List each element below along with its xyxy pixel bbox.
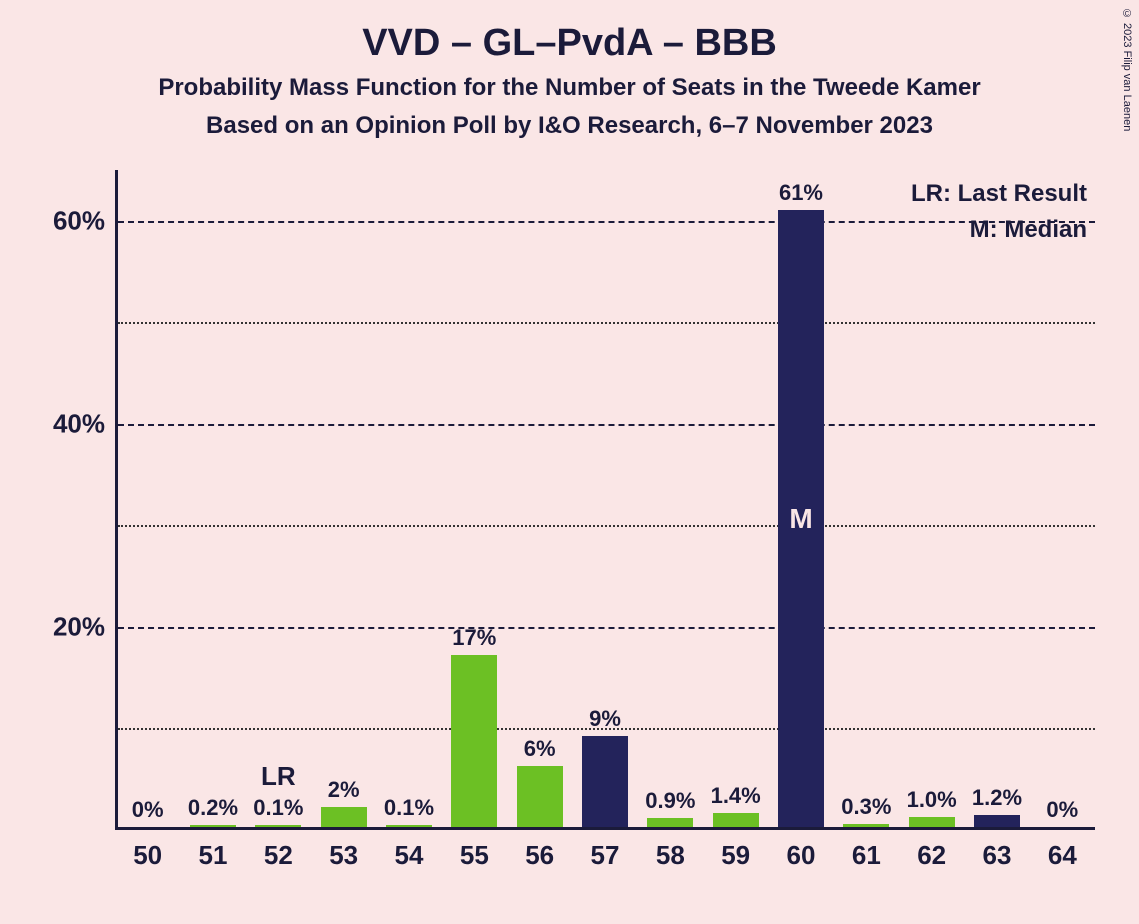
bar: 1.4% — [713, 813, 759, 827]
bar: 17% — [451, 655, 497, 827]
bar-value-label: 1.0% — [907, 787, 957, 813]
bar-value-label: 0.3% — [841, 794, 891, 820]
bar-value-label: 2% — [328, 777, 360, 803]
x-axis-label: 62 — [917, 840, 946, 871]
bar-value-label: 0.2% — [188, 795, 238, 821]
bar-value-label: 0% — [1046, 797, 1078, 823]
bar: 0.3% — [843, 824, 889, 827]
bar-value-label: 0% — [132, 797, 164, 823]
bar: 61%M — [778, 210, 824, 827]
x-axis-label: 64 — [1048, 840, 1077, 871]
gridline-major — [118, 221, 1095, 223]
legend-last-result: LR: Last Result — [911, 180, 1087, 208]
x-axis-label: 52 — [264, 840, 293, 871]
x-axis-label: 54 — [395, 840, 424, 871]
chart-subtitle-1: Probability Mass Function for the Number… — [0, 74, 1139, 102]
bar: 9% — [582, 736, 628, 827]
gridline-minor — [118, 525, 1095, 527]
gridline-major — [118, 424, 1095, 426]
bar-value-label: 1.4% — [711, 783, 761, 809]
bar: 0.1% — [255, 825, 301, 827]
gridline-minor — [118, 322, 1095, 324]
x-axis-label: 61 — [852, 840, 881, 871]
bar-value-label: 9% — [589, 706, 621, 732]
x-axis-label: 63 — [983, 840, 1012, 871]
bar-chart: LR: Last Result M: Median 20%40%60%500%5… — [115, 170, 1095, 830]
bar: 1.2% — [974, 815, 1020, 827]
y-axis-label: 60% — [53, 205, 105, 236]
bar-value-label: 6% — [524, 736, 556, 762]
y-axis-label: 20% — [53, 611, 105, 642]
bar-value-label: 1.2% — [972, 785, 1022, 811]
x-axis-label: 50 — [133, 840, 162, 871]
bar-value-label: 0.1% — [253, 795, 303, 821]
bar-value-label: 0.1% — [384, 795, 434, 821]
x-axis — [115, 827, 1095, 830]
x-axis-label: 53 — [329, 840, 358, 871]
y-axis — [115, 170, 118, 830]
x-axis-label: 57 — [591, 840, 620, 871]
gridline-major — [118, 627, 1095, 629]
x-axis-label: 60 — [787, 840, 816, 871]
x-axis-label: 56 — [525, 840, 554, 871]
bar: 0.1% — [386, 825, 432, 827]
x-axis-label: 55 — [460, 840, 489, 871]
copyright: © 2023 Filip van Laenen — [1121, 8, 1133, 131]
last-result-marker: LR — [261, 761, 296, 792]
bar: 1.0% — [909, 817, 955, 827]
chart-title: VVD – GL–PvdA – BBB — [0, 22, 1139, 65]
median-marker: M — [789, 503, 812, 535]
bar: 2% — [321, 807, 367, 827]
x-axis-label: 59 — [721, 840, 750, 871]
x-axis-label: 58 — [656, 840, 685, 871]
bar-value-label: 61% — [779, 180, 823, 206]
y-axis-label: 40% — [53, 408, 105, 439]
bar-value-label: 0.9% — [645, 788, 695, 814]
bar: 0.9% — [647, 818, 693, 827]
bar: 0.2% — [190, 825, 236, 827]
bar-value-label: 17% — [452, 625, 496, 651]
x-axis-label: 51 — [199, 840, 228, 871]
bar: 6% — [517, 766, 563, 827]
chart-subtitle-2: Based on an Opinion Poll by I&O Research… — [0, 112, 1139, 140]
